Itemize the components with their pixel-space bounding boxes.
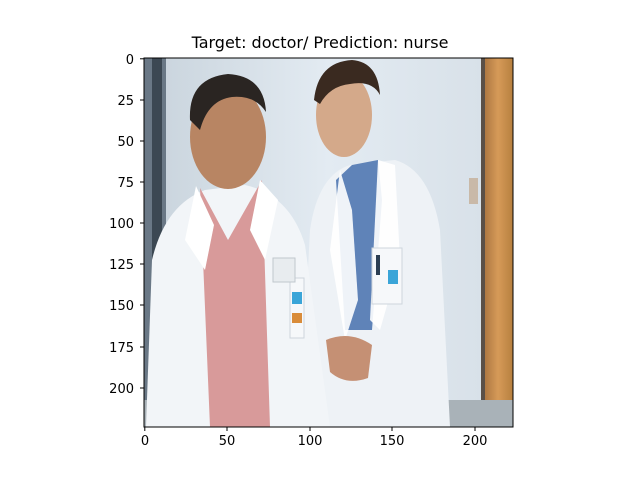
y-tick-label: 175 — [109, 341, 134, 356]
figure-title: Target: doctor/ Prediction: nurse — [191, 33, 449, 52]
y-tick-label: 125 — [109, 258, 134, 273]
axes-frame — [143, 57, 514, 428]
y-tick-label: 50 — [117, 135, 134, 150]
y-tick-label: 100 — [109, 217, 134, 232]
x-axis: 0 50 100 150 200 — [141, 427, 488, 449]
x-tick-label: 0 — [141, 434, 149, 449]
y-tick-label: 200 — [109, 382, 134, 397]
x-tick-label: 200 — [463, 434, 488, 449]
x-tick-label: 150 — [380, 434, 405, 449]
right-doctor — [300, 60, 450, 427]
wall-sign — [469, 178, 478, 204]
left-doctor — [146, 74, 330, 427]
y-tick-label: 75 — [117, 176, 134, 191]
x-tick-label: 100 — [298, 434, 323, 449]
y-tick-label: 25 — [117, 94, 134, 109]
x-tick-label: 50 — [219, 434, 236, 449]
y-tick-label: 150 — [109, 299, 134, 314]
two-doctors-in-white-coats-image — [144, 58, 513, 427]
wooden-door — [483, 58, 513, 427]
y-tick-label: 0 — [126, 53, 134, 68]
y-axis: 0 25 50 75 100 125 150 175 200 — [109, 53, 144, 397]
